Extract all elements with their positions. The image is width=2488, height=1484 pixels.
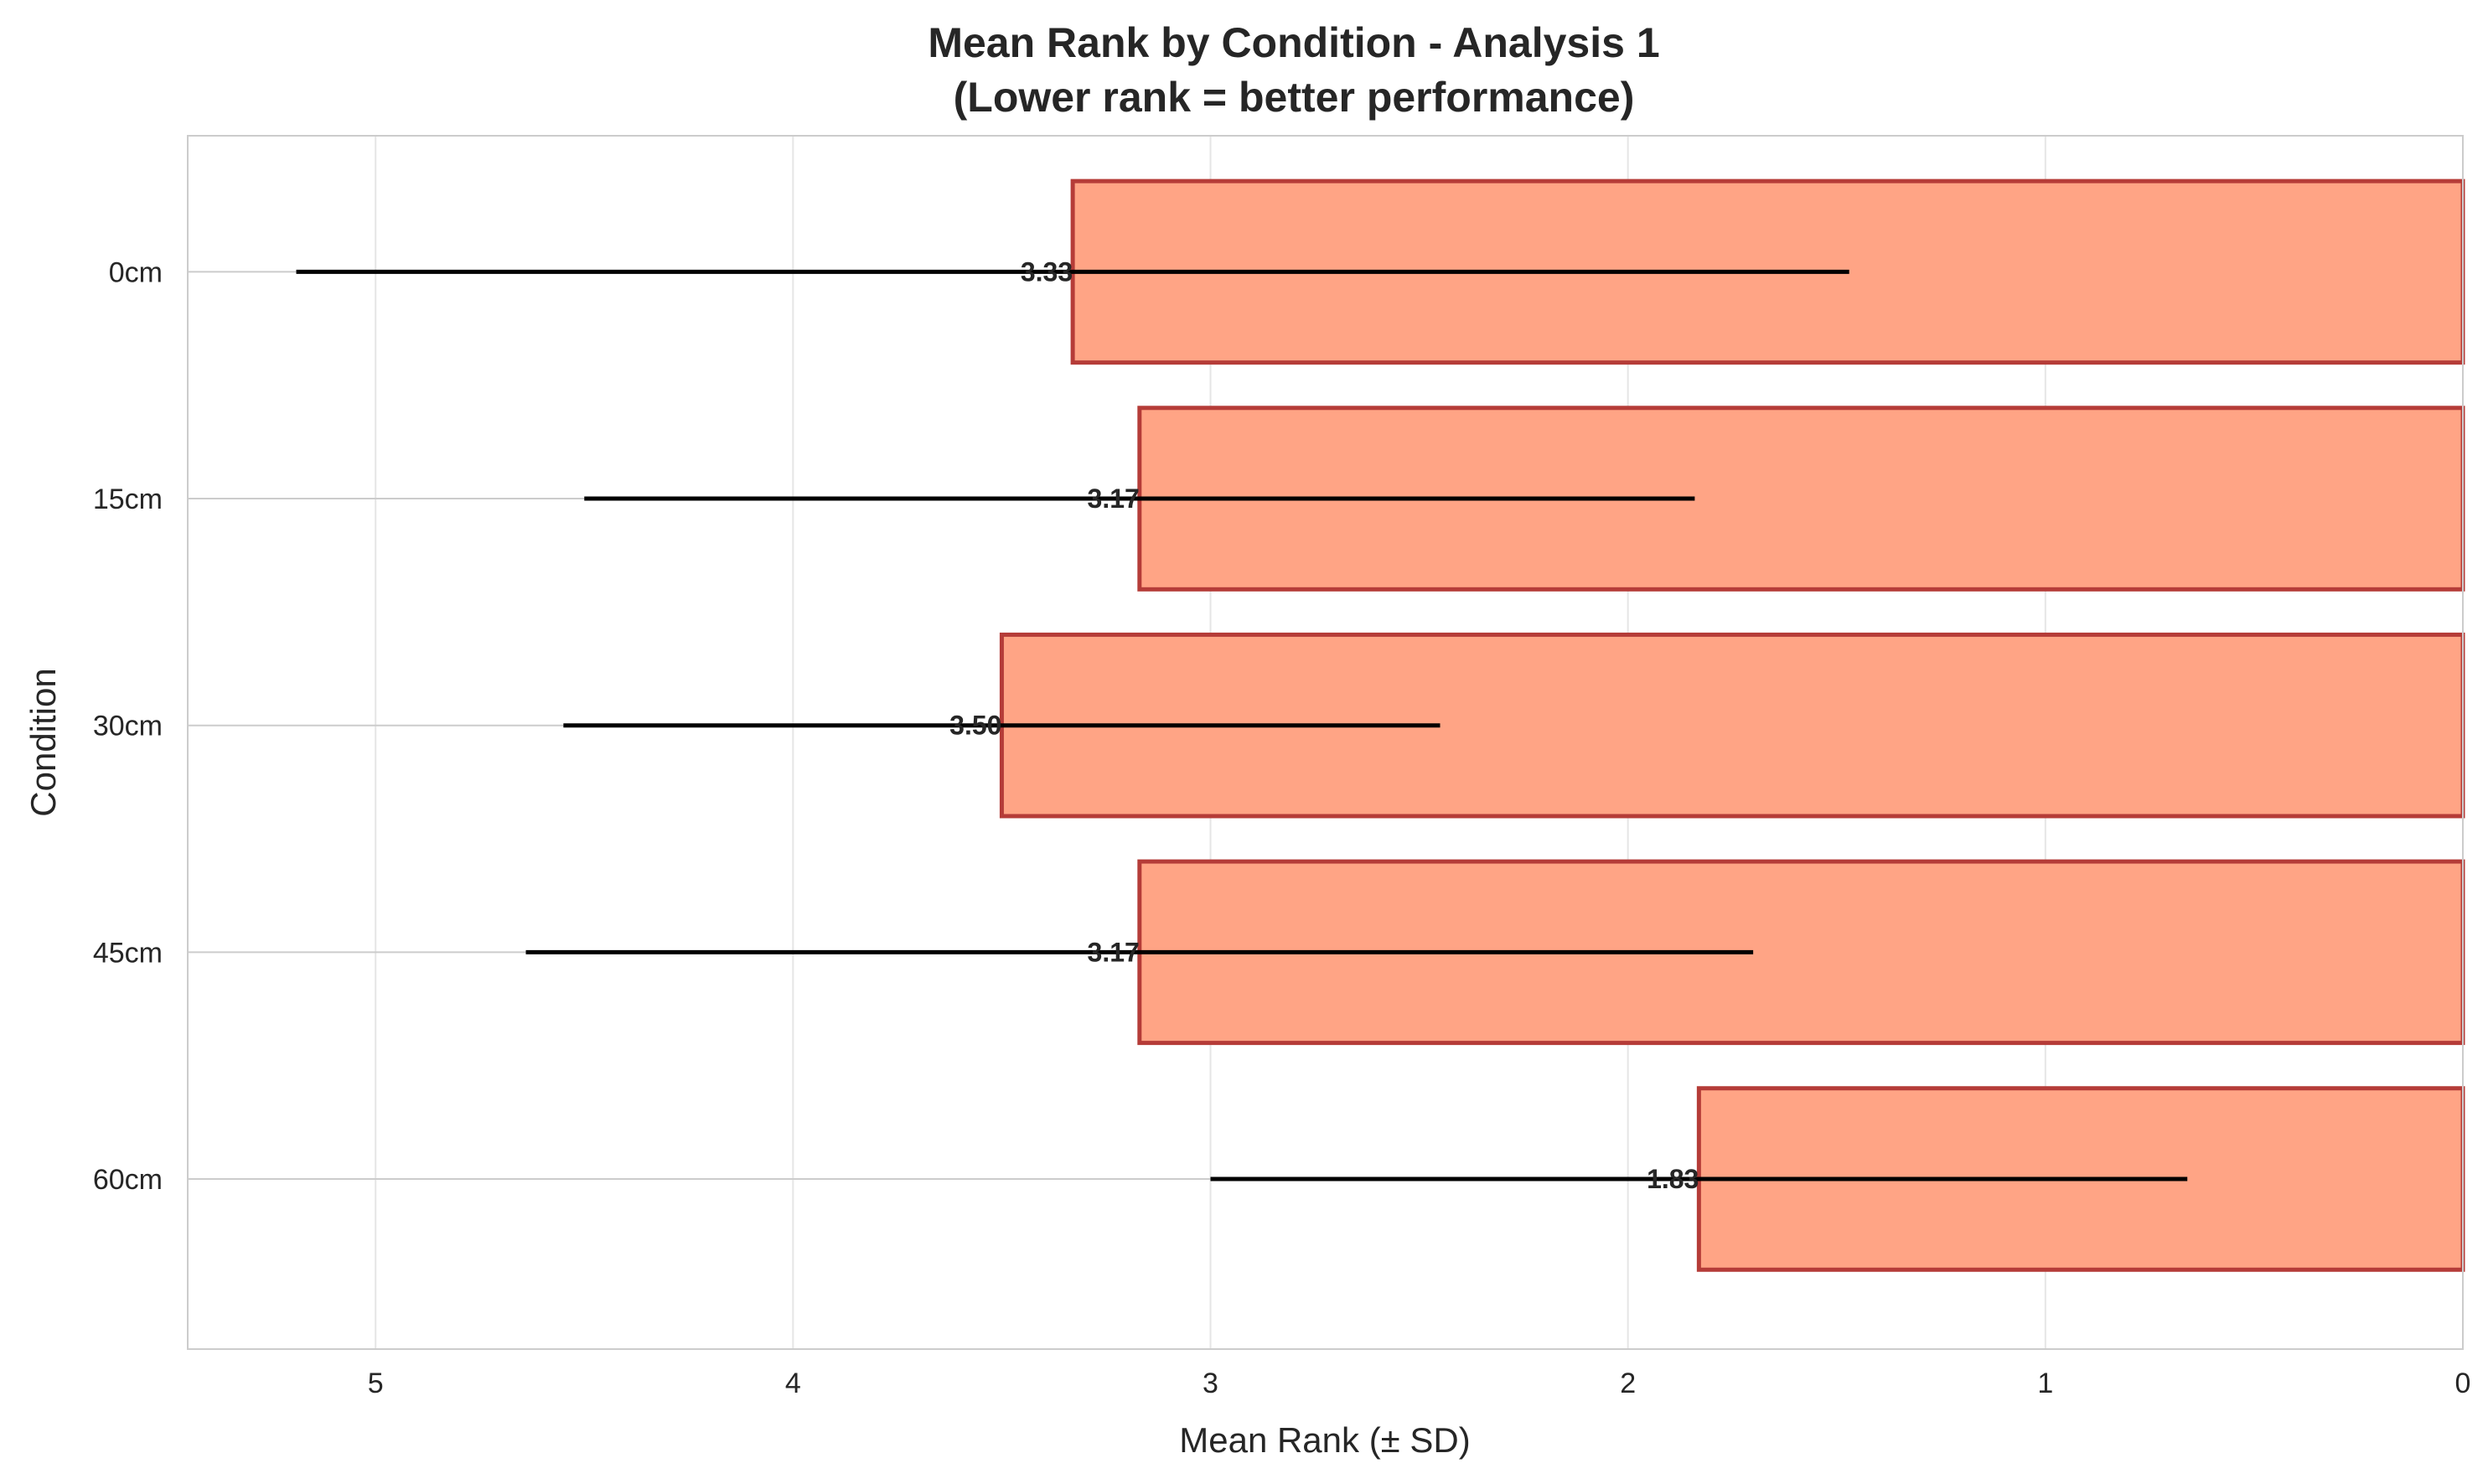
y-tick-label: 45cm: [93, 937, 163, 969]
y-axis-ticks: 0cm 15cm 30cm 45cm 60cm: [93, 256, 163, 1196]
value-label-60cm: 1.83: [1647, 1164, 1699, 1194]
x-tick-label: 5: [368, 1368, 384, 1399]
x-tick-label: 2: [1620, 1368, 1636, 1399]
chart-title-line1: Mean Rank by Condition - Analysis 1: [928, 19, 1659, 66]
plot-frame: [187, 135, 2464, 1350]
y-tick-label: 30cm: [93, 711, 163, 742]
x-axis-ticks: 5 4 3 2 1 0: [368, 1368, 2471, 1399]
value-label-45cm: 3.17: [1088, 937, 1140, 967]
y-axis-label: Condition: [23, 668, 63, 816]
y-tick-label: 0cm: [109, 256, 163, 288]
y-tick-label: 15cm: [93, 483, 163, 515]
value-labels: 3.33 3.17 3.50 3.17 1.83: [949, 256, 1699, 1194]
error-bars: [296, 269, 2188, 1182]
x-tick-label: 4: [785, 1368, 801, 1399]
x-tick-label: 0: [2455, 1368, 2471, 1399]
y-tick-label: 60cm: [93, 1164, 163, 1196]
value-label-0cm: 3.33: [1021, 256, 1073, 287]
x-tick-label: 1: [2037, 1368, 2053, 1399]
x-axis-label: Mean Rank (± SD): [1179, 1420, 1470, 1460]
chart-title-line2: (Lower rank = better performance): [954, 74, 1635, 121]
value-label-30cm: 3.50: [949, 711, 1001, 741]
x-tick-label: 3: [1203, 1368, 1218, 1399]
value-label-15cm: 3.17: [1088, 483, 1140, 514]
